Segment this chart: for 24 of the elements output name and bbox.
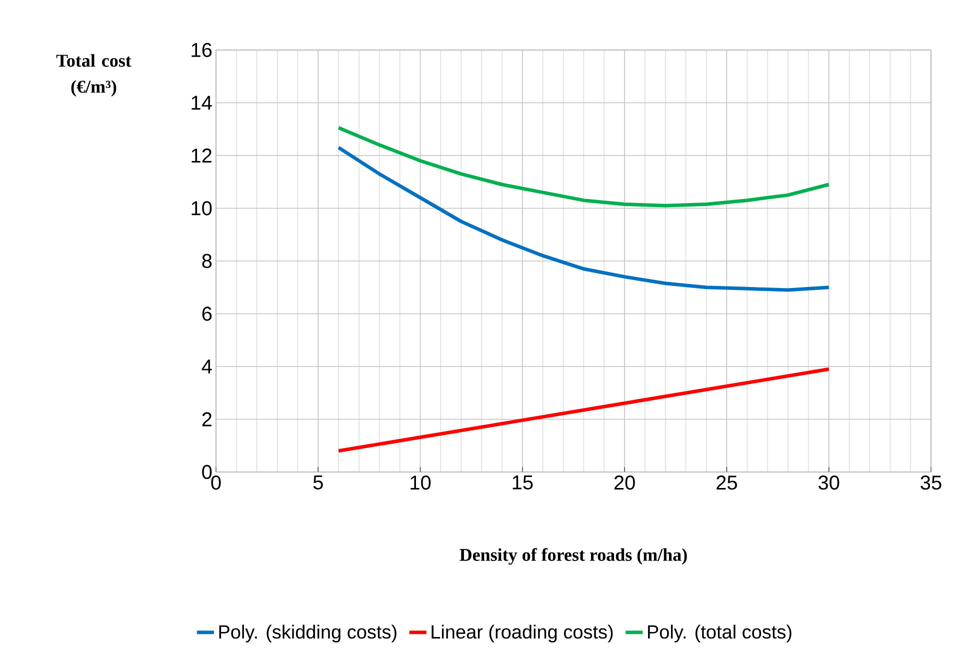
y-tick-label: 8 xyxy=(202,254,212,268)
y-tick-label: 12 xyxy=(192,148,212,162)
x-tick-label: 0 xyxy=(211,476,221,490)
y-tick-label: 14 xyxy=(192,96,212,110)
line-series xyxy=(336,146,831,292)
y-tick-label: 16 xyxy=(192,42,212,58)
legend-label: Poly. (total costs) xyxy=(648,624,792,642)
y-tick-label: 2 xyxy=(202,412,212,426)
y-tick-label: 4 xyxy=(202,360,212,374)
x-tick-label: 25 xyxy=(716,476,737,490)
y-tick-label: 0 xyxy=(202,464,212,480)
legend-label: Poly. (skidding costs) xyxy=(219,624,396,642)
x-tick-label: 10 xyxy=(410,476,431,490)
y-tick-label: 6 xyxy=(202,306,212,321)
x-tick-label: 30 xyxy=(818,476,840,490)
x-tick-label: 5 xyxy=(313,476,323,490)
y-axis-title: Total cost (€/m³) xyxy=(56,54,132,96)
y-tick-label: 10 xyxy=(192,201,212,216)
line-series xyxy=(336,126,831,208)
legend-label: Linear (roading costs) xyxy=(432,624,613,642)
x-tick-label: 20 xyxy=(614,476,635,490)
x-tick-label: 15 xyxy=(512,476,533,490)
x-tick-label: 35 xyxy=(920,476,942,490)
x-axis-title: Density of forest roads (m/ha) xyxy=(460,548,687,565)
